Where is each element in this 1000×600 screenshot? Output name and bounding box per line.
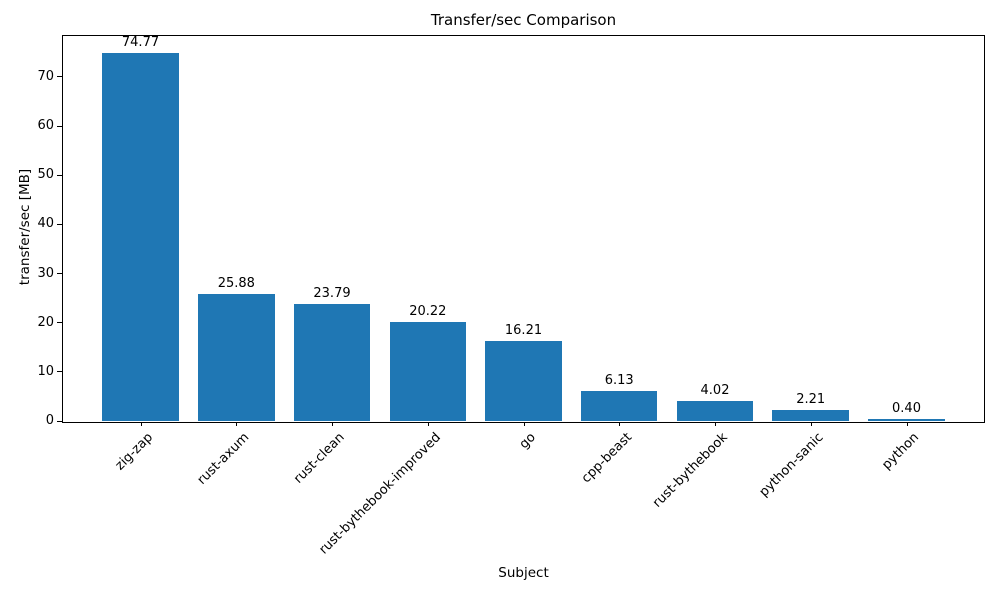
bar — [102, 53, 179, 421]
x-tick — [427, 422, 429, 426]
y-tick — [57, 273, 62, 274]
bar — [198, 294, 275, 421]
bar-value-label: 4.02 — [700, 383, 730, 398]
x-tick — [140, 422, 142, 426]
y-tick-label: 60 — [37, 118, 54, 133]
y-tick-label: 0 — [45, 413, 54, 428]
y-axis-label-anchor: transfer/sec [MB] — [0, 169, 125, 285]
y-tick — [57, 322, 62, 324]
x-tick — [236, 422, 238, 426]
y-tick-label: 30 — [37, 265, 54, 281]
x-tick-label: cpp-beast — [578, 430, 635, 487]
chart-title: Transfer/sec Comparison — [430, 11, 617, 29]
bar-value-label: 0.40 — [892, 401, 921, 416]
x-tick — [906, 422, 908, 426]
x-tick-label: go — [517, 430, 540, 453]
y-tick-label: 40 — [37, 216, 54, 232]
y-tick-label: 10 — [37, 363, 54, 379]
bar-value-label: 74.77 — [121, 35, 160, 50]
bar-value-label: 6.13 — [604, 373, 634, 388]
bar-value-label: 23.79 — [313, 286, 351, 301]
x-tick — [332, 422, 333, 426]
bar — [389, 322, 467, 421]
x-tick-label: zig-zap — [112, 430, 157, 474]
y-tick — [57, 371, 62, 373]
x-tick-label: rust-clean — [290, 430, 348, 487]
bar-value-label: 25.88 — [217, 276, 255, 291]
x-tick-label: python-sanic — [756, 430, 827, 500]
bar — [580, 391, 658, 421]
x-tick-label: rust-bythebook — [649, 430, 731, 511]
bar-value-label: 2.21 — [796, 392, 826, 407]
y-tick-label: 70 — [37, 68, 54, 84]
bar — [485, 341, 562, 421]
y-tick — [57, 223, 62, 225]
x-tick — [810, 422, 812, 426]
bar-value-label: 20.22 — [409, 304, 447, 319]
y-tick — [57, 125, 62, 127]
bar — [772, 410, 849, 421]
bar — [868, 419, 945, 421]
bar-value-label: 16.21 — [504, 323, 543, 338]
y-tick — [57, 420, 62, 422]
bar — [676, 401, 754, 421]
x-tick-label: python — [879, 430, 923, 473]
y-tick-label: 20 — [37, 314, 54, 330]
x-tick — [523, 422, 525, 426]
x-tick — [715, 422, 716, 426]
y-tick-label: 50 — [37, 167, 54, 183]
bar — [293, 304, 371, 421]
y-axis-label: transfer/sec [MB] — [17, 168, 33, 286]
x-tick — [619, 422, 621, 426]
y-tick — [57, 174, 62, 176]
plot-area — [62, 35, 985, 423]
y-tick — [57, 76, 62, 78]
x-tick-label: rust-axum — [194, 430, 252, 488]
x-axis-label: Subject — [498, 565, 549, 581]
